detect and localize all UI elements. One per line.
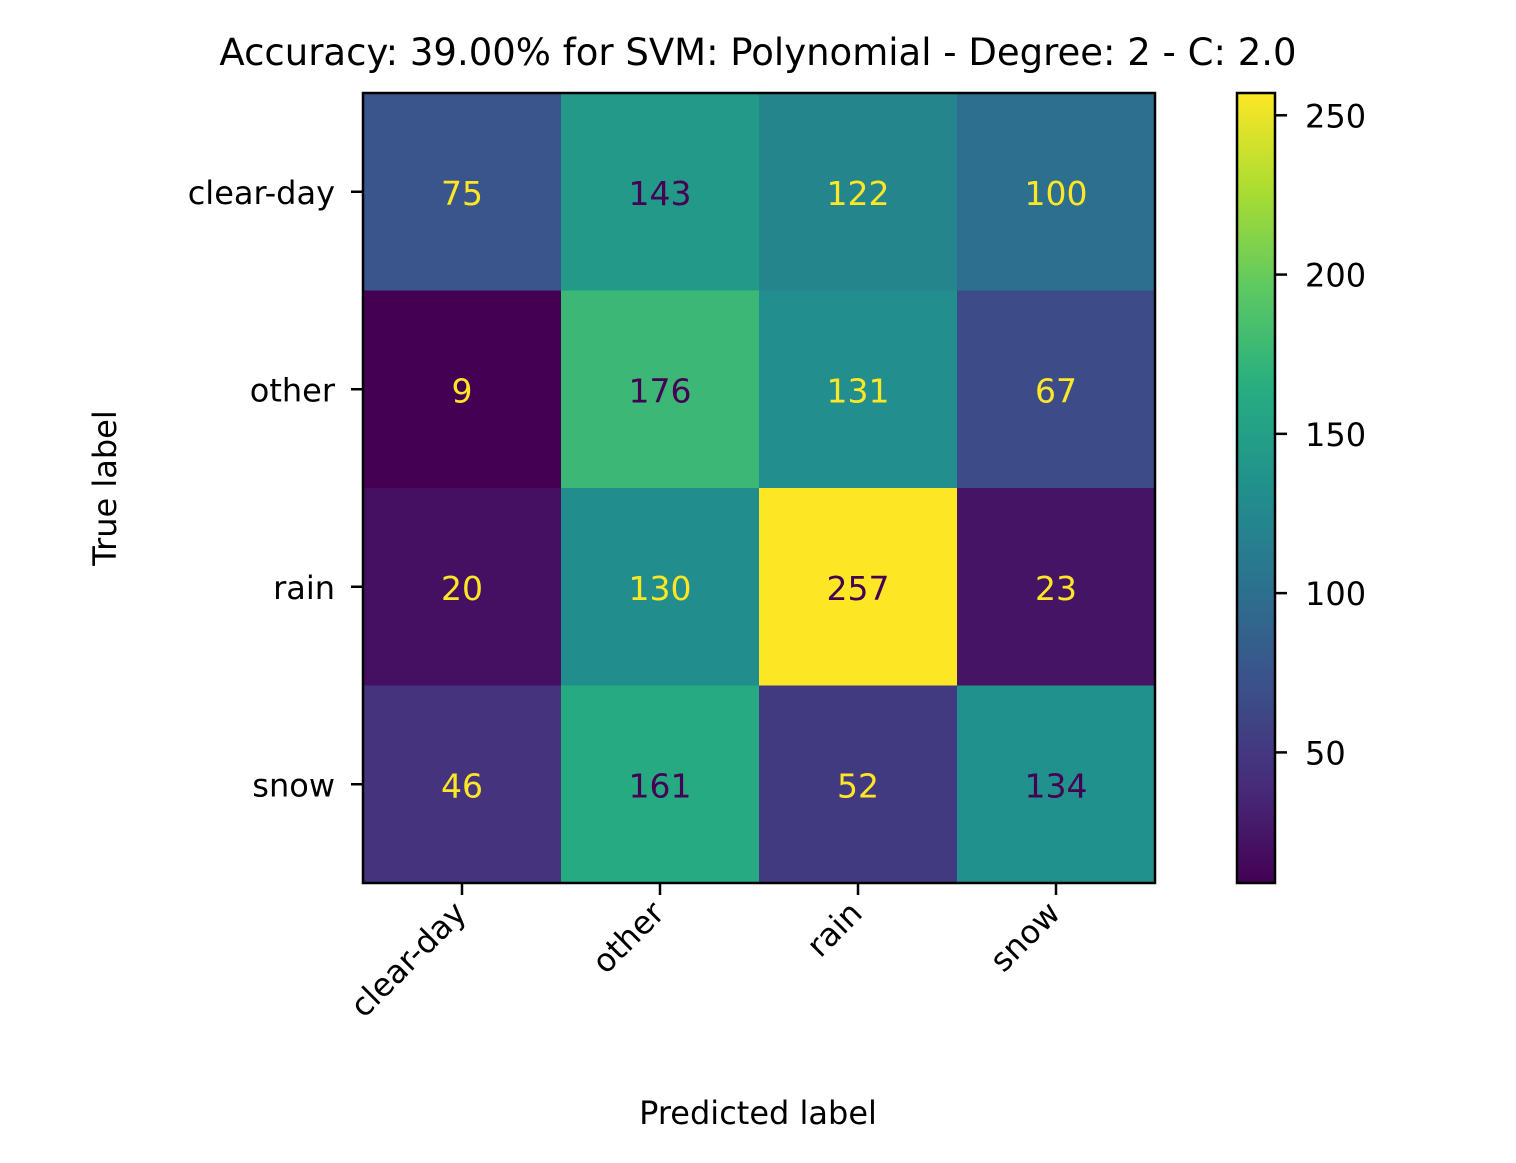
colorbar-tick-label: 100 xyxy=(1305,575,1366,613)
cell-value-label: 9 xyxy=(452,371,473,410)
y-tick-label: clear-day xyxy=(188,174,335,212)
colorbar xyxy=(1235,91,1277,885)
colorbar-tick-label: 250 xyxy=(1305,97,1366,135)
cell-value-label: 130 xyxy=(629,569,692,608)
colorbar-tick-label: 200 xyxy=(1305,257,1366,295)
x-tick-label: rain xyxy=(799,894,870,965)
heatmap-cell xyxy=(759,488,958,686)
x-tick-label: clear-day xyxy=(343,894,474,1025)
y-tick-label: rain xyxy=(273,569,335,607)
colorbar-tick-label: 50 xyxy=(1305,734,1346,772)
x-tick-label: snow xyxy=(982,894,1067,979)
heatmap-cell xyxy=(957,685,1156,884)
y-axis-ticks: clear-day other rain snow xyxy=(188,174,363,804)
heatmap-cell xyxy=(561,290,760,489)
cell-value-label: 161 xyxy=(629,766,692,805)
cell-value-label: 23 xyxy=(1035,569,1077,608)
cell-value-label: 52 xyxy=(837,766,879,805)
y-tick-label: snow xyxy=(252,766,335,804)
x-axis-label: Predicted label xyxy=(639,1094,877,1132)
heatmap-cells xyxy=(363,93,1156,884)
cell-value-label: 176 xyxy=(629,371,692,410)
heatmap-cell xyxy=(957,93,1156,291)
cell-value-label: 143 xyxy=(629,174,692,213)
heatmap-cell xyxy=(363,290,562,489)
heatmap-cell xyxy=(561,685,760,884)
y-tick-label: other xyxy=(250,371,336,409)
cell-value-label: 20 xyxy=(441,569,483,608)
cell-value-label: 257 xyxy=(827,569,890,608)
chart-title: Accuracy: 39.00% for SVM: Polynomial - D… xyxy=(219,31,1296,74)
colorbar-tick-label: 150 xyxy=(1305,416,1366,454)
heatmap-cell xyxy=(957,290,1156,489)
heatmap-cell xyxy=(363,685,562,884)
cell-value-label: 46 xyxy=(441,766,483,805)
cell-value-label: 131 xyxy=(827,371,890,410)
cell-value-label: 100 xyxy=(1025,174,1088,213)
colorbar-ticks: 50 100 150 200 250 xyxy=(1275,97,1366,772)
heatmap-cell xyxy=(363,93,562,291)
x-axis-ticks: clear-day other rain snow xyxy=(343,883,1068,1025)
cell-value-label: 75 xyxy=(441,174,483,213)
cell-value-label: 122 xyxy=(827,174,890,213)
heatmap-cell xyxy=(957,488,1156,686)
heatmap-cell xyxy=(561,488,760,686)
cell-value-labels: 75 143 122 100 9 176 131 67 20 130 257 23 46 161 52 134 xyxy=(441,174,1088,806)
cell-value-label: 134 xyxy=(1025,766,1088,805)
heatmap-cell xyxy=(561,93,760,291)
cell-value-label: 67 xyxy=(1035,371,1077,410)
y-axis-label: True label xyxy=(86,410,124,567)
x-tick-label: other xyxy=(585,893,673,981)
plot-frame xyxy=(361,91,1157,885)
heatmap-cell xyxy=(759,93,958,291)
heatmap-cell xyxy=(759,290,958,489)
heatmap-cell xyxy=(759,685,958,884)
heatmap-cell xyxy=(363,488,562,686)
